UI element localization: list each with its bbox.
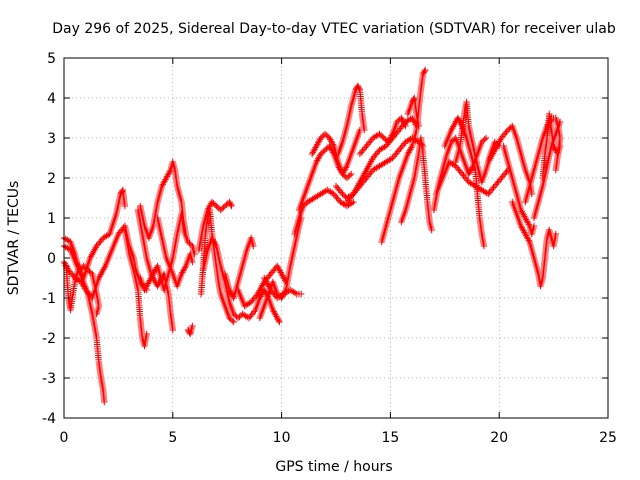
data-trajectory bbox=[154, 214, 196, 290]
data-trajectory bbox=[184, 322, 196, 338]
plus-markers bbox=[195, 198, 235, 254]
y-tick-label: -1 bbox=[42, 291, 56, 307]
data-points bbox=[60, 66, 564, 406]
y-tick-label: 1 bbox=[47, 211, 56, 227]
data-trajectory bbox=[500, 142, 538, 238]
plus-markers bbox=[261, 274, 305, 302]
chart-title: Day 296 of 2025, Sidereal Day-to-day VTE… bbox=[52, 21, 616, 37]
data-trajectory bbox=[432, 158, 512, 198]
plus-markers bbox=[121, 226, 150, 350]
plus-markers bbox=[291, 186, 357, 238]
data-trajectory bbox=[335, 82, 368, 158]
data-trajectory bbox=[195, 198, 235, 254]
x-tick-label: 15 bbox=[381, 430, 399, 446]
data-trajectory bbox=[539, 110, 564, 182]
data-trajectory bbox=[343, 114, 420, 206]
data-trajectory bbox=[308, 130, 355, 182]
data-trajectory bbox=[509, 198, 559, 290]
plus-markers bbox=[404, 94, 422, 130]
data-trajectory bbox=[291, 186, 357, 238]
y-tick-label: -4 bbox=[42, 411, 56, 427]
plus-markers bbox=[335, 82, 368, 158]
x-tick-label: 0 bbox=[60, 430, 69, 446]
data-trajectory bbox=[398, 134, 435, 234]
data-trajectory bbox=[441, 114, 488, 250]
plus-markers bbox=[539, 110, 564, 182]
plus-markers bbox=[308, 130, 355, 182]
plus-markers bbox=[356, 114, 409, 158]
plus-markers bbox=[221, 234, 257, 302]
data-trajectory bbox=[404, 94, 422, 130]
plus-markers bbox=[184, 322, 196, 338]
plus-markers bbox=[137, 158, 190, 242]
y-tick-label: 2 bbox=[47, 171, 56, 187]
x-tick-label: 25 bbox=[599, 430, 617, 446]
x-tick-label: 20 bbox=[490, 430, 508, 446]
data-trajectory bbox=[356, 114, 409, 158]
plus-markers bbox=[343, 114, 420, 206]
data-trajectory bbox=[261, 274, 305, 302]
plot-frame bbox=[63, 57, 609, 419]
x-tick-label: 10 bbox=[273, 430, 291, 446]
axes: 0 5 10 15 20 25 -4 -3 -2 -1 0 1 2 3 4 5 bbox=[42, 51, 617, 446]
plus-markers bbox=[432, 158, 512, 198]
y-tick-label: 5 bbox=[47, 51, 56, 67]
data-trajectory bbox=[137, 158, 190, 242]
data-trajectory bbox=[221, 234, 257, 302]
y-tick-label: -3 bbox=[42, 371, 56, 387]
y-tick-label: 3 bbox=[47, 131, 56, 147]
plus-markers bbox=[509, 198, 559, 290]
grid bbox=[64, 58, 608, 418]
x-axis-label: GPS time / hours bbox=[275, 459, 392, 475]
plus-markers bbox=[441, 114, 488, 250]
y-axis-label: SDTVAR / TECUs bbox=[6, 181, 22, 296]
x-tick-label: 5 bbox=[168, 430, 177, 446]
plus-markers bbox=[398, 134, 435, 234]
y-tick-label: 0 bbox=[47, 251, 56, 267]
plus-markers bbox=[500, 142, 538, 238]
plus-markers bbox=[154, 214, 196, 290]
data-trajectory bbox=[121, 226, 150, 350]
y-tick-label: -2 bbox=[42, 331, 56, 347]
y-tick-label: 4 bbox=[47, 91, 56, 107]
